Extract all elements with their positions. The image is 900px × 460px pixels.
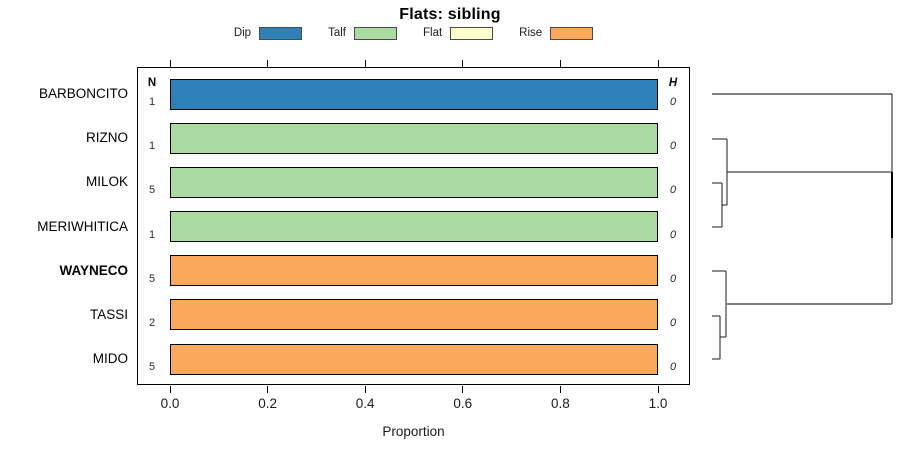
- h-value: 0: [669, 228, 677, 241]
- row-label-rizno: RIZNO: [86, 130, 128, 146]
- bar-wayneco: [170, 255, 658, 287]
- x-tick-bottom: [364, 386, 366, 393]
- h-value: 0: [669, 96, 677, 108]
- row-label-barboncito: BARBONCITO: [38, 86, 128, 101]
- n-value: 5: [148, 361, 156, 374]
- n-value: 5: [148, 272, 156, 285]
- x-tick-label: 1.0: [648, 396, 668, 411]
- bar-meriwhitica: [170, 211, 658, 242]
- bar-barboncito: [170, 78, 658, 110]
- h-value: 0: [669, 140, 677, 153]
- bar-rizno: [170, 122, 658, 154]
- x-tick-top: [169, 60, 171, 67]
- legend-label: Dip: [233, 27, 252, 39]
- x-tick-bottom: [267, 386, 269, 393]
- x-tick-bottom: [462, 386, 464, 393]
- bar-milok: [170, 166, 658, 198]
- x-tick-top: [657, 60, 659, 67]
- row-label-mido: MIDO: [92, 351, 128, 367]
- column-header-n: N: [147, 77, 157, 89]
- n-value: 2: [148, 316, 156, 329]
- h-value: 0: [669, 272, 677, 285]
- x-tick-bottom: [657, 386, 659, 393]
- row-label-meriwhitica: MERIWHITICA: [37, 218, 128, 234]
- n-value: 1: [148, 140, 156, 153]
- legend-swatch-icon: [353, 26, 397, 40]
- h-value: 0: [669, 184, 677, 197]
- legend-label: Flat: [422, 27, 443, 39]
- legend: Dip Talf Flat Rise: [137, 25, 690, 41]
- x-tick-top: [462, 60, 464, 67]
- x-tick-label: 0.0: [160, 396, 180, 411]
- bar-mido: [170, 343, 658, 375]
- x-tick-bottom: [559, 386, 561, 393]
- row-label-wayneco: WAYNECO: [59, 262, 128, 278]
- x-tick-label: 0.8: [551, 396, 570, 411]
- row-label-milok: MILOK: [85, 174, 128, 190]
- legend-item-flat: Flat: [422, 26, 494, 40]
- row-label-tassi: TASSI: [89, 306, 128, 322]
- legend-swatch-icon: [550, 26, 594, 40]
- x-tick-top: [559, 60, 561, 67]
- x-tick-label: 0.6: [453, 396, 473, 411]
- legend-item-rise: Rise: [519, 26, 594, 40]
- legend-swatch-icon: [259, 26, 303, 40]
- legend-label: Talf: [328, 27, 346, 39]
- legend-label: Rise: [519, 27, 543, 39]
- x-tick-label: 0.2: [258, 396, 277, 411]
- legend-swatch-icon: [450, 26, 494, 40]
- chart-title: Flats: sibling: [399, 6, 501, 23]
- bar-tassi: [170, 299, 658, 331]
- h-value: 0: [669, 361, 677, 374]
- column-header-h: H: [668, 77, 678, 89]
- x-tick-top: [267, 60, 269, 67]
- n-value: 1: [148, 96, 156, 108]
- x-tick-label: 0.4: [355, 396, 375, 411]
- h-value: 0: [669, 316, 677, 329]
- x-axis-label: Proportion: [382, 424, 445, 439]
- legend-item-talf: Talf: [328, 26, 397, 40]
- legend-item-dip: Dip: [233, 26, 303, 40]
- x-tick-bottom: [169, 386, 171, 393]
- n-value: 1: [148, 228, 156, 241]
- x-tick-top: [364, 60, 366, 67]
- n-value: 5: [148, 184, 156, 197]
